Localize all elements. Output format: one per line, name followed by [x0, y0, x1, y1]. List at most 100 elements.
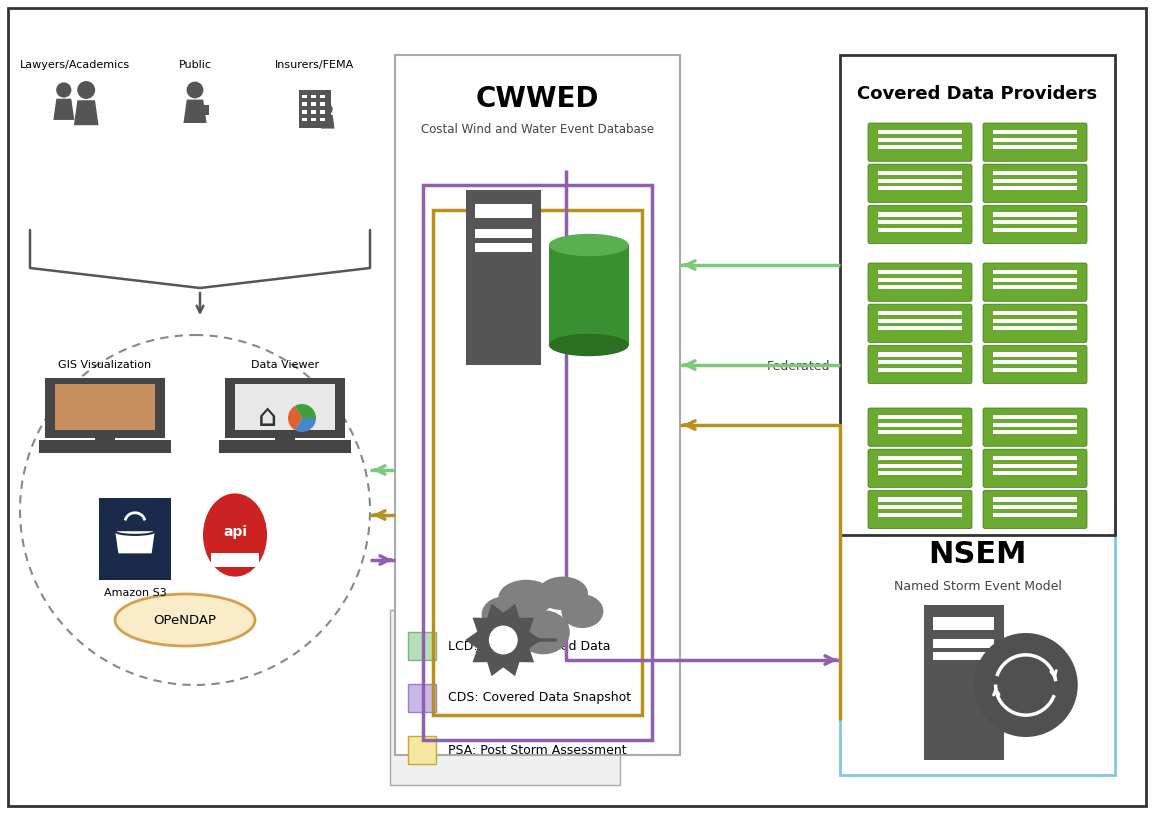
Wedge shape: [295, 404, 316, 418]
FancyBboxPatch shape: [868, 408, 972, 446]
Bar: [992, 352, 1077, 357]
Bar: [934, 617, 994, 630]
Bar: [878, 278, 962, 282]
Bar: [219, 440, 351, 453]
Ellipse shape: [549, 234, 629, 256]
Bar: [39, 440, 171, 453]
Bar: [878, 422, 962, 427]
Bar: [549, 245, 629, 345]
Bar: [320, 94, 325, 98]
Bar: [992, 497, 1077, 501]
FancyBboxPatch shape: [983, 345, 1087, 383]
Polygon shape: [115, 532, 155, 554]
Bar: [302, 118, 307, 121]
Text: CWWED: CWWED: [475, 85, 599, 113]
FancyBboxPatch shape: [868, 205, 972, 243]
Bar: [878, 457, 962, 461]
Ellipse shape: [561, 594, 604, 628]
Bar: [992, 422, 1077, 427]
Bar: [312, 110, 316, 114]
Polygon shape: [183, 99, 207, 123]
Bar: [992, 179, 1077, 183]
Ellipse shape: [517, 610, 570, 654]
Bar: [320, 118, 325, 121]
Bar: [312, 103, 316, 106]
Text: LCD: Latest Covered Data: LCD: Latest Covered Data: [448, 640, 610, 653]
Bar: [878, 212, 962, 217]
Bar: [878, 319, 962, 323]
Bar: [211, 553, 258, 567]
FancyBboxPatch shape: [868, 164, 972, 203]
FancyBboxPatch shape: [983, 263, 1087, 301]
Bar: [992, 285, 1077, 289]
Bar: [878, 311, 962, 315]
Circle shape: [187, 81, 203, 98]
Bar: [840, 500, 1115, 775]
Bar: [878, 220, 962, 224]
Bar: [878, 145, 962, 149]
Bar: [45, 378, 165, 438]
Bar: [878, 171, 962, 175]
Circle shape: [489, 626, 518, 654]
Polygon shape: [321, 115, 335, 129]
FancyBboxPatch shape: [868, 123, 972, 161]
Bar: [96, 435, 114, 442]
Bar: [433, 210, 642, 715]
Bar: [409, 736, 436, 764]
FancyBboxPatch shape: [983, 490, 1087, 528]
Bar: [840, 55, 1115, 535]
Bar: [878, 431, 962, 435]
Text: Costal Wind and Water Event Database: Costal Wind and Water Event Database: [421, 123, 654, 136]
Bar: [992, 367, 1077, 372]
Bar: [234, 384, 336, 430]
Polygon shape: [53, 98, 74, 120]
Circle shape: [323, 104, 332, 114]
Text: NSEM: NSEM: [928, 540, 1027, 569]
Wedge shape: [288, 406, 302, 430]
Bar: [878, 228, 962, 232]
Bar: [225, 378, 345, 438]
FancyBboxPatch shape: [983, 449, 1087, 488]
Bar: [878, 367, 962, 372]
Bar: [204, 105, 209, 115]
Text: Federated: Federated: [766, 361, 830, 374]
Text: api: api: [223, 525, 247, 539]
Bar: [992, 278, 1077, 282]
Bar: [878, 285, 962, 289]
Text: ⌂: ⌂: [258, 404, 278, 432]
Circle shape: [974, 633, 1078, 737]
Bar: [992, 130, 1077, 134]
Bar: [992, 457, 1077, 461]
Bar: [878, 352, 962, 357]
FancyBboxPatch shape: [868, 304, 972, 343]
Text: CDS: Covered Data Snapshot: CDS: Covered Data Snapshot: [448, 692, 631, 704]
Bar: [878, 130, 962, 134]
Bar: [390, 610, 620, 785]
Bar: [992, 228, 1077, 232]
Bar: [878, 415, 962, 419]
Bar: [320, 110, 325, 114]
Bar: [992, 212, 1077, 217]
Ellipse shape: [549, 334, 629, 357]
Bar: [276, 435, 294, 442]
Bar: [466, 190, 541, 365]
Text: GIS Visualization: GIS Visualization: [59, 360, 151, 370]
Bar: [992, 270, 1077, 274]
Bar: [878, 505, 962, 509]
FancyBboxPatch shape: [983, 408, 1087, 446]
FancyBboxPatch shape: [868, 345, 972, 383]
Bar: [992, 220, 1077, 224]
FancyBboxPatch shape: [983, 164, 1087, 203]
Bar: [878, 360, 962, 364]
Bar: [934, 651, 994, 660]
Bar: [992, 464, 1077, 468]
Bar: [878, 186, 962, 190]
Bar: [424, 185, 652, 740]
Bar: [878, 471, 962, 475]
FancyBboxPatch shape: [868, 263, 972, 301]
FancyBboxPatch shape: [868, 449, 972, 488]
FancyBboxPatch shape: [983, 205, 1087, 243]
Bar: [302, 110, 307, 114]
Bar: [992, 360, 1077, 364]
Text: Insurers/FEMA: Insurers/FEMA: [276, 60, 354, 70]
